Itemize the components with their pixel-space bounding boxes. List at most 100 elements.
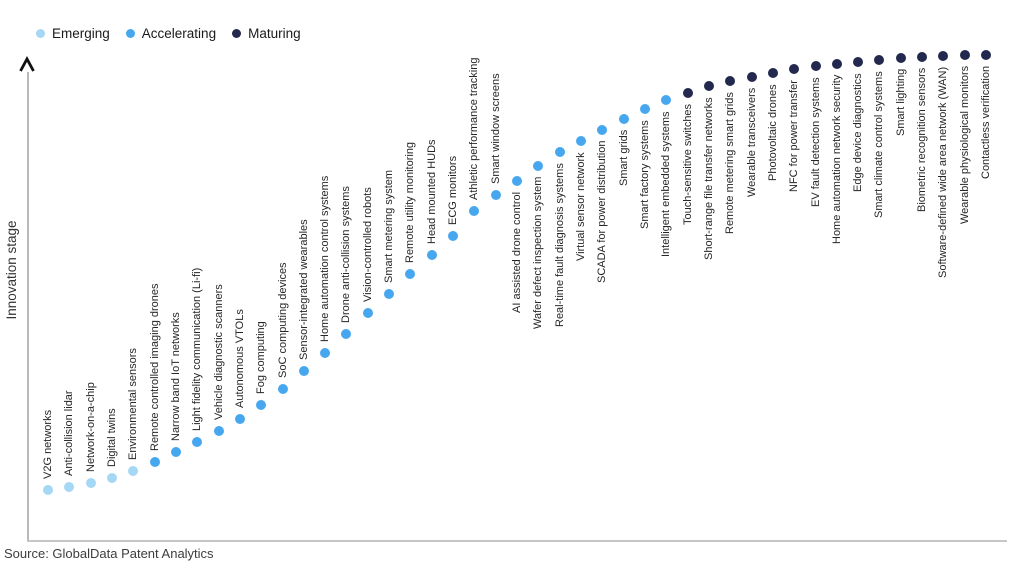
tech-dot bbox=[405, 268, 416, 279]
tech-label: Virtual sensor network bbox=[575, 152, 587, 262]
y-axis-line bbox=[27, 72, 29, 541]
tech-dot bbox=[106, 473, 117, 484]
tech-dot bbox=[959, 49, 970, 60]
tech-label: Wearable physiological monitors bbox=[958, 65, 971, 224]
tech-dot bbox=[320, 348, 331, 359]
tech-dot bbox=[810, 61, 821, 72]
tech-label: Smart window screens bbox=[489, 73, 502, 185]
tech-dot bbox=[170, 446, 181, 457]
tech-dot bbox=[725, 75, 736, 86]
tech-label: EV fault detection systems bbox=[809, 77, 822, 208]
tech-dot bbox=[597, 125, 608, 136]
tech-dot bbox=[128, 466, 139, 477]
tech-label: Photovoltaic drones bbox=[766, 84, 779, 182]
tech-dot bbox=[895, 52, 906, 63]
tech-dot bbox=[277, 383, 288, 394]
tech-label: Contactless verification bbox=[980, 65, 993, 179]
tech-label: Narrow band IoT networks bbox=[169, 312, 182, 441]
tech-label: Environmental sensors bbox=[127, 348, 140, 461]
tech-dot bbox=[767, 68, 778, 79]
tech-dot bbox=[213, 425, 224, 436]
tech-label: Software-defined wide area network (WAN) bbox=[937, 66, 950, 278]
tech-label: Digital twins bbox=[105, 408, 118, 468]
tech-label: Light fidelity communication (Li-fi) bbox=[191, 267, 204, 432]
tech-label: SoC computing devices bbox=[276, 262, 289, 378]
tech-dot bbox=[938, 50, 949, 61]
tech-label: Smart grids bbox=[617, 129, 630, 186]
tech-dot bbox=[43, 484, 53, 495]
tech-dot bbox=[469, 205, 480, 216]
tech-dot bbox=[853, 56, 864, 67]
tech-dot bbox=[618, 113, 629, 124]
accelerating-dot-icon bbox=[125, 29, 135, 38]
chart-legend: Emerging Accelerating Maturing bbox=[36, 26, 301, 41]
tech-label: Remote utility monitoring bbox=[404, 141, 417, 263]
tech-label: Anti-collision lidar bbox=[63, 390, 76, 476]
tech-dot bbox=[64, 481, 75, 492]
tech-label: Home automation control systems bbox=[319, 175, 332, 343]
tech-dot bbox=[341, 328, 352, 339]
tech-label: Athletic performance tracking bbox=[468, 57, 481, 200]
tech-dot bbox=[639, 104, 650, 115]
tech-dot bbox=[533, 161, 544, 172]
tech-dot bbox=[831, 58, 842, 69]
tech-dot bbox=[682, 87, 693, 98]
tech-label: Sensor-integrated wearables bbox=[297, 219, 310, 360]
tech-label: Smart climate control systems bbox=[873, 71, 886, 218]
tech-dot bbox=[448, 230, 459, 241]
tech-label: Edge device diagnostics bbox=[852, 73, 865, 192]
tech-label: Remote metering smart grids bbox=[724, 92, 737, 234]
tech-label: Wafer defect inspection system bbox=[532, 176, 545, 330]
tech-dot bbox=[917, 51, 928, 62]
tech-label: Fog computing bbox=[255, 321, 268, 395]
maturing-dot-icon bbox=[232, 29, 242, 38]
tech-label: Drone anti-collision systems bbox=[340, 185, 353, 323]
tech-label: Remote controlled imaging drones bbox=[148, 283, 161, 451]
tech-dot bbox=[789, 64, 800, 75]
legend-item-maturing: Maturing bbox=[232, 26, 301, 41]
tech-dot bbox=[703, 80, 714, 91]
tech-dot bbox=[874, 54, 885, 65]
tech-dot bbox=[362, 308, 373, 319]
legend-label-emerging: Emerging bbox=[52, 26, 110, 41]
emerging-dot-icon bbox=[36, 29, 45, 38]
tech-label: ECG monitors bbox=[447, 155, 460, 225]
tech-label: V2G networks bbox=[42, 409, 54, 479]
tech-label: Home automation network security bbox=[830, 74, 843, 244]
tech-label: Short-range file transfer networks bbox=[702, 97, 715, 260]
tech-dot bbox=[981, 49, 992, 60]
tech-dot bbox=[746, 72, 757, 83]
tech-dot bbox=[234, 414, 245, 424]
tech-dot bbox=[554, 146, 565, 157]
tech-dot bbox=[256, 400, 267, 411]
tech-dot bbox=[576, 136, 586, 147]
tech-dot bbox=[192, 437, 203, 448]
x-axis-line bbox=[27, 540, 1007, 542]
tech-label: Intelligent embedded systems bbox=[660, 111, 673, 258]
legend-item-emerging: Emerging bbox=[36, 26, 110, 41]
tech-dot bbox=[490, 190, 501, 201]
tech-dot bbox=[426, 250, 437, 261]
tech-dot bbox=[149, 456, 160, 467]
legend-item-accelerating: Accelerating bbox=[125, 26, 217, 41]
tech-label: Wearable transceivers bbox=[745, 87, 758, 198]
tech-dot bbox=[384, 289, 395, 300]
y-axis-arrow-icon bbox=[17, 55, 37, 79]
tech-label: Vision-controlled robots bbox=[361, 187, 374, 303]
legend-label-accelerating: Accelerating bbox=[141, 26, 217, 41]
tech-label: Biometric recognition sensors bbox=[916, 67, 929, 212]
tech-label: Vehicle diagnostic scanners bbox=[212, 284, 225, 420]
tech-label: Network-on-a-chip bbox=[84, 382, 97, 472]
tech-dot bbox=[512, 175, 523, 186]
tech-dot bbox=[298, 365, 309, 376]
tech-label: AI assisted drone control bbox=[511, 191, 524, 313]
tech-dot bbox=[661, 95, 672, 106]
tech-label: SCADA for power distribution bbox=[596, 140, 609, 284]
source-note: Source: GlobalData Patent Analytics bbox=[4, 546, 214, 561]
legend-label-maturing: Maturing bbox=[248, 26, 301, 41]
tech-label: Real-time fault diagnosis systems bbox=[553, 163, 566, 327]
tech-dot bbox=[85, 477, 96, 488]
tech-label: Smart metering system bbox=[383, 169, 396, 284]
